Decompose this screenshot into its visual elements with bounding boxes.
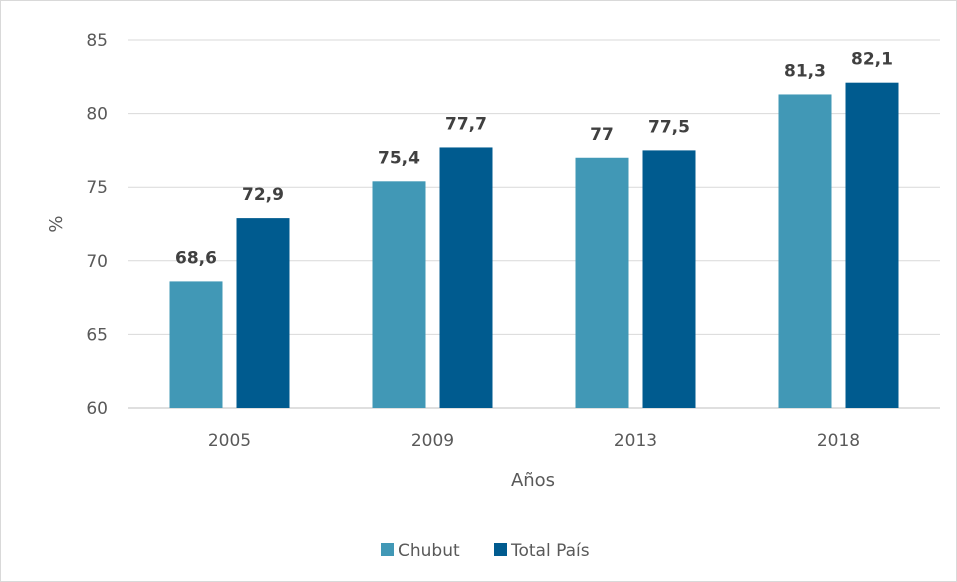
bar-chubut-2018: [778, 94, 832, 409]
y-tick-label: 85: [86, 31, 108, 51]
bars: [169, 82, 899, 409]
y-tick-label: 60: [86, 399, 108, 419]
bar-total-pais-2013: [642, 150, 696, 408]
data-label: 77,5: [648, 117, 690, 137]
y-tick-label: 75: [86, 178, 108, 198]
legend-swatch: [494, 543, 507, 556]
x-axis-title: Años: [511, 470, 555, 491]
data-label: 72,9: [242, 185, 284, 205]
legend-swatch: [381, 543, 394, 556]
x-tick-label: 2013: [614, 431, 657, 451]
bar-total-pais-2018: [845, 82, 899, 409]
x-axis-ticks: 2005 2009 2013 2018: [208, 431, 860, 451]
data-label: 68,6: [175, 248, 217, 268]
bar-chubut-2013: [575, 157, 629, 408]
y-tick-label: 70: [86, 252, 108, 272]
bar-total-pais-2009: [439, 147, 493, 408]
legend-label: Chubut: [398, 541, 460, 561]
data-label: 77,7: [445, 114, 487, 134]
bar-chubut-2005: [169, 281, 223, 408]
data-label: 77: [590, 125, 614, 145]
data-label: 75,4: [378, 148, 420, 168]
legend-label: Total País: [510, 541, 590, 561]
bar-chubut-2009: [372, 181, 426, 408]
data-label: 82,1: [851, 50, 893, 70]
y-axis-ticks: 60 65 70 75 80 85: [86, 31, 108, 419]
data-label: 81,3: [784, 61, 826, 81]
x-tick-label: 2009: [411, 431, 454, 451]
y-tick-label: 80: [86, 105, 108, 125]
data-labels: 68,6 72,9 75,4 77,7 77 77,5 81,3 82,1: [175, 50, 893, 269]
x-tick-label: 2005: [208, 431, 251, 451]
x-tick-label: 2018: [817, 431, 860, 451]
legend: Chubut Total País: [381, 541, 590, 561]
y-axis-title: %: [46, 215, 67, 232]
y-tick-label: 65: [86, 325, 108, 345]
bar-total-pais-2005: [236, 218, 290, 408]
